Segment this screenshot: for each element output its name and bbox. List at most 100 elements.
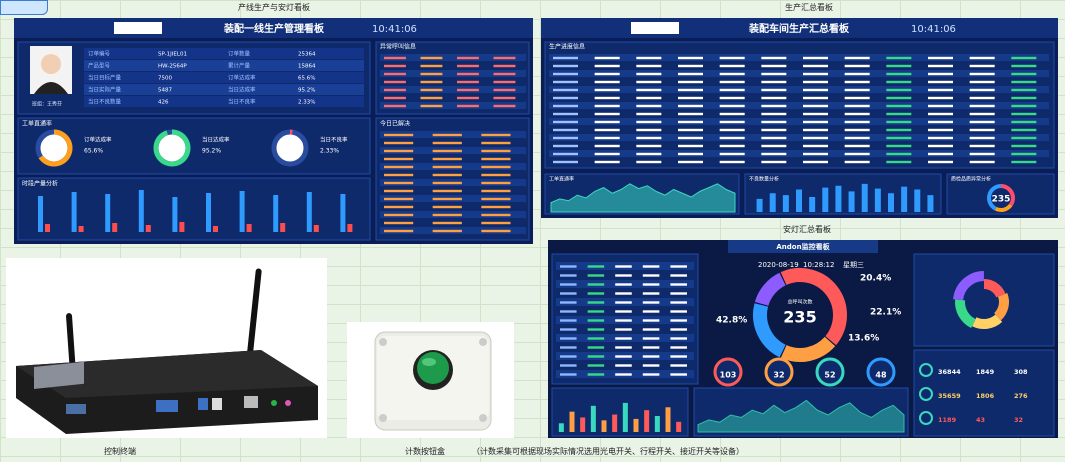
cell-text bbox=[560, 310, 577, 313]
info-row bbox=[84, 84, 364, 95]
cell-text bbox=[719, 144, 745, 148]
cell-text bbox=[1011, 136, 1037, 140]
cell-text bbox=[615, 301, 632, 304]
cell-text bbox=[678, 80, 703, 84]
cell-text bbox=[969, 96, 995, 100]
total-label: 总呼叫次数 bbox=[787, 299, 812, 306]
share-label: 22.1% bbox=[870, 308, 901, 318]
info-cell: 订单数量 bbox=[228, 50, 251, 58]
cell-text bbox=[844, 56, 870, 60]
cell-text bbox=[678, 144, 703, 148]
bar bbox=[676, 421, 682, 432]
cell-text bbox=[457, 88, 479, 92]
row bbox=[380, 94, 526, 101]
cell-text bbox=[803, 80, 828, 84]
cell-text bbox=[678, 160, 703, 164]
tab[interactable] bbox=[0, 0, 48, 15]
cell-text bbox=[560, 328, 577, 331]
cell-text bbox=[587, 265, 605, 268]
cell-text bbox=[560, 274, 577, 277]
cell-text bbox=[761, 160, 787, 164]
cell-text bbox=[719, 104, 745, 108]
cell-text bbox=[594, 88, 620, 92]
cell-text bbox=[928, 120, 953, 124]
cell-text bbox=[457, 64, 479, 68]
cell-text bbox=[928, 88, 953, 92]
bar bbox=[835, 185, 842, 212]
row bbox=[549, 158, 1049, 165]
bar bbox=[273, 195, 279, 232]
cell-text bbox=[587, 373, 605, 376]
cell-text bbox=[803, 152, 828, 156]
cell-text bbox=[928, 136, 953, 140]
cell-text bbox=[761, 120, 787, 124]
panel bbox=[744, 173, 942, 215]
rose bbox=[993, 292, 1009, 321]
count: 52 bbox=[824, 371, 835, 380]
cell-text bbox=[642, 301, 660, 304]
cell-text bbox=[719, 112, 745, 116]
rose bbox=[955, 299, 976, 329]
board-3: Andon监控看板 2020-08-19 10:28:12 星期三 42.8% 20.4%… bbox=[548, 240, 1058, 438]
bar bbox=[172, 197, 178, 232]
cell-text bbox=[384, 141, 414, 145]
bar bbox=[633, 418, 639, 432]
cell-text bbox=[553, 72, 578, 76]
panel-title: 不良数量分析 bbox=[749, 176, 779, 183]
cell-text bbox=[493, 72, 516, 76]
cell-text bbox=[384, 165, 414, 169]
info-cell: 95.2% bbox=[298, 88, 315, 94]
row bbox=[549, 102, 1049, 109]
bar bbox=[138, 190, 144, 232]
panel-title: 时段产量分析 bbox=[22, 180, 58, 188]
bar bbox=[306, 192, 312, 232]
cell-text bbox=[642, 328, 660, 331]
bar bbox=[654, 416, 660, 432]
cell-text bbox=[432, 141, 462, 145]
cell-text bbox=[803, 64, 828, 68]
cell-text bbox=[384, 205, 414, 209]
count-ring bbox=[815, 357, 845, 387]
cell-text bbox=[636, 128, 662, 132]
cell-text bbox=[803, 72, 828, 76]
cell-text bbox=[844, 128, 870, 132]
stat: 276 bbox=[1014, 392, 1028, 400]
weekday: 星期三 bbox=[843, 261, 864, 269]
stat: 43 bbox=[976, 416, 985, 424]
cell-text bbox=[432, 213, 462, 217]
bar bbox=[861, 183, 868, 212]
row bbox=[549, 142, 1049, 149]
cell-text bbox=[594, 104, 620, 108]
panel bbox=[913, 253, 1055, 347]
row bbox=[380, 78, 526, 85]
cell-text bbox=[560, 337, 577, 340]
cell-text bbox=[670, 274, 687, 277]
share-label: 20.4% bbox=[860, 274, 891, 284]
cell-text bbox=[594, 160, 620, 164]
bar bbox=[848, 191, 855, 212]
cell-text bbox=[420, 72, 443, 76]
cell-text bbox=[384, 157, 414, 161]
cell-text bbox=[587, 319, 605, 322]
info-cell: HW-2564P bbox=[158, 64, 187, 70]
cell-text bbox=[719, 136, 745, 140]
cell-text bbox=[886, 128, 912, 132]
gauge-value: 65.6% bbox=[84, 148, 103, 155]
board-1: 装配一线生产管理看板 10:41:06 班组：王秀芬 订单编号 SP-1JIEL01 订单… bbox=[14, 18, 533, 244]
cell-text bbox=[928, 96, 953, 100]
cell-text bbox=[886, 80, 912, 84]
cell-text bbox=[969, 104, 995, 108]
cell-text bbox=[761, 88, 787, 92]
count-ring bbox=[764, 357, 794, 387]
info-row bbox=[84, 48, 364, 59]
cell-text bbox=[969, 160, 995, 164]
cell-text bbox=[587, 337, 605, 340]
gauge-label: 当日不良率 bbox=[320, 136, 348, 144]
bar bbox=[569, 411, 575, 432]
cell-text bbox=[670, 346, 687, 349]
cell-text bbox=[844, 112, 870, 116]
cell-text bbox=[844, 72, 870, 76]
rose bbox=[983, 279, 1006, 298]
info-cell: 15864 bbox=[298, 64, 316, 70]
cell-text bbox=[594, 128, 620, 132]
